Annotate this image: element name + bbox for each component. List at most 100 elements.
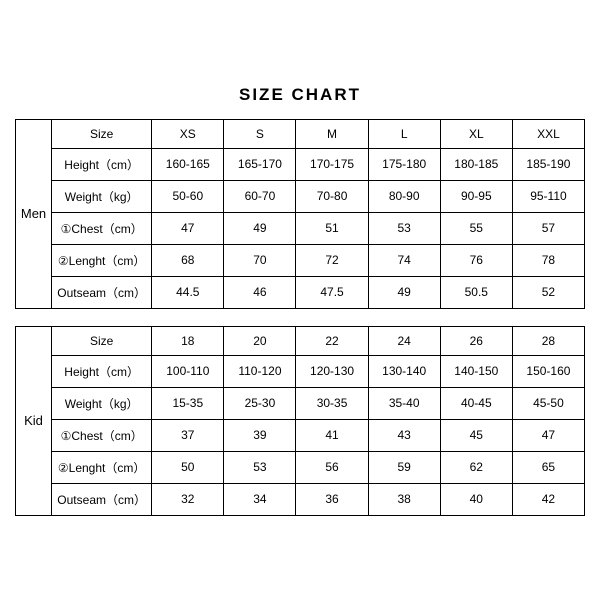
table-row: ②Lenght（cm）505356596265 (16, 451, 585, 483)
value-cell: 24 (368, 326, 440, 355)
value-cell: 22 (296, 326, 368, 355)
table-row: Weight（kg）15-3525-3030-3535-4040-4545-50 (16, 387, 585, 419)
value-cell: 65 (512, 451, 584, 483)
value-cell: XL (440, 119, 512, 148)
value-cell: 78 (512, 244, 584, 276)
value-cell: 100-110 (152, 355, 224, 387)
value-cell: 53 (224, 451, 296, 483)
value-cell: 55 (440, 212, 512, 244)
table-row: Height（cm）100-110110-120120-130130-14014… (16, 355, 585, 387)
value-cell: M (296, 119, 368, 148)
value-cell: 170-175 (296, 148, 368, 180)
value-cell: 185-190 (512, 148, 584, 180)
value-cell: 18 (152, 326, 224, 355)
value-cell: 70-80 (296, 180, 368, 212)
row-label: Size (52, 326, 152, 355)
table-row: Outseam（cm）44.54647.54950.552 (16, 276, 585, 308)
value-cell: 60-70 (224, 180, 296, 212)
row-label: Outseam（cm） (52, 276, 152, 308)
table-row: Outseam（cm）323436384042 (16, 483, 585, 515)
category-cell: Men (16, 119, 52, 308)
value-cell: L (368, 119, 440, 148)
row-label: Height（cm） (52, 148, 152, 180)
value-cell: 30-35 (296, 387, 368, 419)
value-cell: 90-95 (440, 180, 512, 212)
table-row: Weight（kg）50-6060-7070-8080-9090-9595-11… (16, 180, 585, 212)
table-row: ①Chest（cm）373941434547 (16, 419, 585, 451)
value-cell: 51 (296, 212, 368, 244)
row-label: ②Lenght（cm） (52, 451, 152, 483)
row-label: ②Lenght（cm） (52, 244, 152, 276)
value-cell: 43 (368, 419, 440, 451)
value-cell: 28 (512, 326, 584, 355)
value-cell: 76 (440, 244, 512, 276)
value-cell: 47 (512, 419, 584, 451)
value-cell: 46 (224, 276, 296, 308)
value-cell: 62 (440, 451, 512, 483)
value-cell: 50 (152, 451, 224, 483)
value-cell: 140-150 (440, 355, 512, 387)
value-cell: 45-50 (512, 387, 584, 419)
value-cell: 37 (152, 419, 224, 451)
value-cell: 53 (368, 212, 440, 244)
row-label: Size (52, 119, 152, 148)
row-label: Weight（kg） (52, 387, 152, 419)
value-cell: XXL (512, 119, 584, 148)
row-label: ①Chest（cm） (52, 419, 152, 451)
value-cell: 35-40 (368, 387, 440, 419)
size-chart-container: SIZE CHART MenSizeXSSMLXLXXLHeight（cm）16… (15, 85, 585, 516)
table-row: KidSize182022242628 (16, 326, 585, 355)
value-cell: 47.5 (296, 276, 368, 308)
value-cell: 15-35 (152, 387, 224, 419)
row-label: Height（cm） (52, 355, 152, 387)
value-cell: 49 (368, 276, 440, 308)
value-cell: 45 (440, 419, 512, 451)
value-cell: 47 (152, 212, 224, 244)
value-cell: XS (152, 119, 224, 148)
value-cell: 165-170 (224, 148, 296, 180)
table-row: ②Lenght（cm）687072747678 (16, 244, 585, 276)
value-cell: 40 (440, 483, 512, 515)
value-cell: 36 (296, 483, 368, 515)
value-cell: 150-160 (512, 355, 584, 387)
value-cell: S (224, 119, 296, 148)
value-cell: 175-180 (368, 148, 440, 180)
value-cell: 34 (224, 483, 296, 515)
value-cell: 130-140 (368, 355, 440, 387)
value-cell: 41 (296, 419, 368, 451)
value-cell: 32 (152, 483, 224, 515)
value-cell: 160-165 (152, 148, 224, 180)
value-cell: 56 (296, 451, 368, 483)
table-row: ①Chest（cm）474951535557 (16, 212, 585, 244)
table-spacer (16, 308, 585, 326)
value-cell: 70 (224, 244, 296, 276)
value-cell: 38 (368, 483, 440, 515)
chart-title: SIZE CHART (15, 85, 585, 105)
value-cell: 80-90 (368, 180, 440, 212)
row-label: Weight（kg） (52, 180, 152, 212)
value-cell: 26 (440, 326, 512, 355)
value-cell: 40-45 (440, 387, 512, 419)
value-cell: 110-120 (224, 355, 296, 387)
value-cell: 39 (224, 419, 296, 451)
value-cell: 72 (296, 244, 368, 276)
table-row: MenSizeXSSMLXLXXL (16, 119, 585, 148)
row-label: Outseam（cm） (52, 483, 152, 515)
value-cell: 50.5 (440, 276, 512, 308)
value-cell: 20 (224, 326, 296, 355)
value-cell: 50-60 (152, 180, 224, 212)
table-row: Height（cm）160-165165-170170-175175-18018… (16, 148, 585, 180)
value-cell: 25-30 (224, 387, 296, 419)
value-cell: 42 (512, 483, 584, 515)
value-cell: 49 (224, 212, 296, 244)
row-label: ①Chest（cm） (52, 212, 152, 244)
value-cell: 120-130 (296, 355, 368, 387)
category-cell: Kid (16, 326, 52, 515)
size-table: MenSizeXSSMLXLXXLHeight（cm）160-165165-17… (15, 119, 585, 516)
value-cell: 74 (368, 244, 440, 276)
value-cell: 180-185 (440, 148, 512, 180)
value-cell: 59 (368, 451, 440, 483)
value-cell: 95-110 (512, 180, 584, 212)
value-cell: 52 (512, 276, 584, 308)
value-cell: 68 (152, 244, 224, 276)
